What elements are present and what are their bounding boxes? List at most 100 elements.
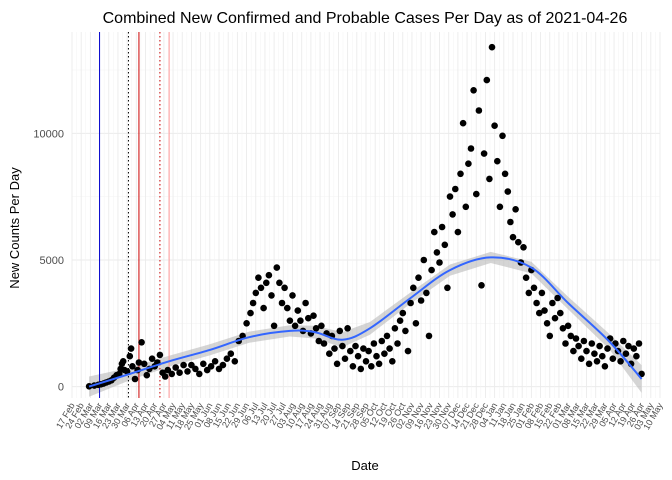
- data-point: [425, 332, 433, 340]
- data-point: [135, 359, 143, 366]
- data-point: [452, 185, 459, 193]
- data-point: [341, 355, 349, 363]
- data-point: [143, 371, 151, 379]
- data-point: [180, 361, 187, 369]
- data-point: [339, 342, 346, 350]
- data-point: [278, 299, 286, 307]
- data-point: [344, 325, 351, 332]
- data-point: [131, 375, 139, 383]
- data-point: [255, 274, 262, 282]
- data-point: [507, 218, 514, 226]
- data-point: [331, 345, 338, 352]
- data-point: [520, 244, 527, 251]
- data-point: [192, 365, 199, 373]
- data-point: [486, 175, 493, 183]
- data-point: [284, 304, 291, 312]
- data-point: [585, 360, 593, 368]
- data-point: [370, 340, 378, 347]
- data-point: [265, 271, 273, 279]
- data-point: [312, 325, 320, 332]
- data-point: [475, 107, 483, 114]
- data-point: [488, 43, 496, 51]
- data-point: [467, 145, 475, 152]
- data-point: [116, 370, 123, 378]
- data-point: [454, 228, 462, 236]
- data-point: [496, 203, 504, 211]
- data-point: [423, 289, 430, 297]
- data-point: [462, 203, 470, 211]
- data-point: [470, 87, 477, 94]
- data-point: [617, 358, 624, 365]
- data-point: [538, 289, 546, 297]
- data-point: [231, 358, 239, 365]
- y-tick-label: 5000: [40, 255, 64, 267]
- data-point: [554, 294, 561, 302]
- data-point: [126, 352, 134, 360]
- y-axis-title: New Counts Per Day: [7, 167, 22, 289]
- data-point: [386, 345, 393, 352]
- data-point: [318, 322, 325, 330]
- data-point: [533, 299, 540, 307]
- data-point: [247, 309, 254, 317]
- data-point: [289, 292, 296, 299]
- data-point: [417, 297, 425, 304]
- data-point: [473, 190, 480, 198]
- data-point: [483, 76, 491, 84]
- data-point: [310, 312, 317, 320]
- data-point: [438, 223, 446, 231]
- data-point: [402, 327, 409, 335]
- confidence-band-layer: [89, 251, 642, 397]
- data-point: [276, 279, 283, 287]
- data-point: [268, 292, 275, 299]
- data-point: [184, 368, 191, 375]
- data-point: [525, 289, 533, 297]
- data-point: [509, 233, 517, 241]
- data-point: [286, 317, 294, 325]
- data-point: [543, 320, 551, 327]
- data-point: [635, 340, 643, 347]
- data-point: [396, 317, 404, 325]
- data-point: [609, 355, 617, 363]
- data-point: [263, 279, 270, 287]
- data-point: [176, 369, 183, 377]
- data-point: [207, 363, 215, 370]
- confidence-band: [89, 251, 642, 397]
- data-point: [633, 352, 640, 360]
- data-point: [138, 339, 145, 346]
- data-point: [260, 304, 267, 312]
- data-point: [551, 314, 559, 322]
- data-point: [273, 264, 281, 271]
- data-point: [375, 360, 383, 368]
- data-point: [196, 370, 203, 378]
- data-point: [515, 238, 522, 246]
- data-point: [302, 299, 309, 307]
- data-point: [365, 347, 372, 355]
- data-point: [257, 284, 265, 292]
- data-point: [200, 360, 207, 368]
- data-point: [501, 170, 509, 178]
- data-point: [394, 340, 401, 347]
- data-point: [549, 299, 556, 307]
- data-point: [378, 337, 386, 345]
- chart-title: Combined New Confirmed and Probable Case…: [103, 10, 628, 27]
- data-point: [140, 360, 148, 368]
- y-tick-label: 10000: [33, 128, 64, 140]
- data-point: [530, 284, 538, 292]
- data-point: [625, 342, 632, 350]
- data-point: [441, 241, 449, 249]
- data-point: [459, 119, 467, 127]
- data-point: [415, 274, 422, 282]
- data-point: [211, 358, 219, 365]
- data-point: [223, 355, 231, 363]
- data-point: [291, 322, 299, 330]
- data-point: [333, 360, 341, 368]
- data-point: [480, 150, 488, 157]
- data-point: [362, 358, 370, 365]
- data-point: [622, 350, 630, 358]
- data-point: [536, 309, 543, 317]
- data-point: [368, 363, 375, 370]
- data-point: [630, 345, 638, 352]
- data-point: [504, 188, 512, 195]
- data-point: [562, 340, 569, 347]
